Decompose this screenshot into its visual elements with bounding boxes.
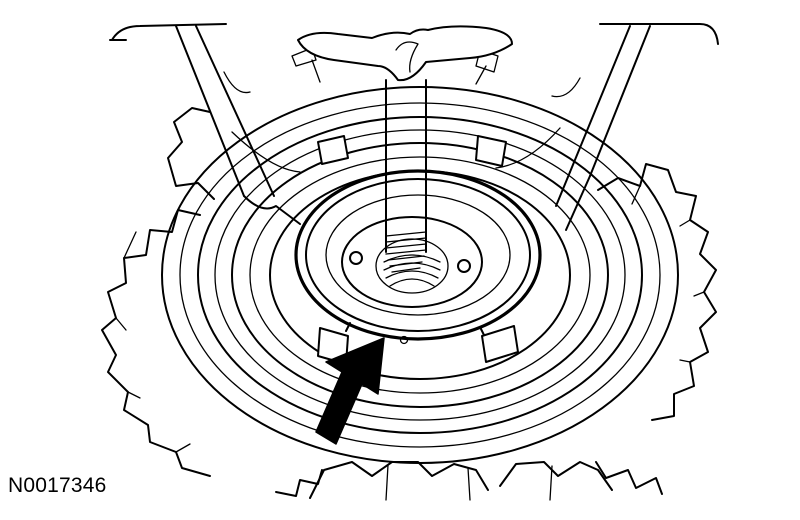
figure-id-label: N0017346 [8, 474, 107, 497]
indicator-arrow [315, 337, 385, 445]
forcing-screw [297, 25, 513, 273]
clutch-rings [161, 86, 679, 464]
ring-tabs [317, 135, 519, 365]
center-hub [341, 216, 483, 308]
snap-ring [294, 169, 542, 345]
spring-compressor-tool [109, 23, 719, 231]
splined-clutch-drum [101, 107, 717, 501]
